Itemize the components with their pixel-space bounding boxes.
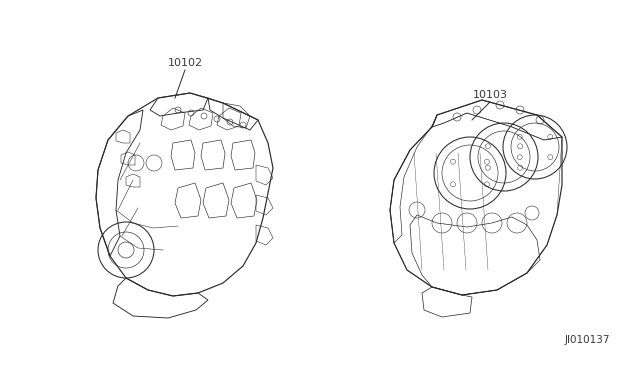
Text: 10102: 10102 [168, 58, 203, 68]
Text: 10103: 10103 [472, 90, 508, 100]
Text: JI010137: JI010137 [564, 335, 610, 345]
